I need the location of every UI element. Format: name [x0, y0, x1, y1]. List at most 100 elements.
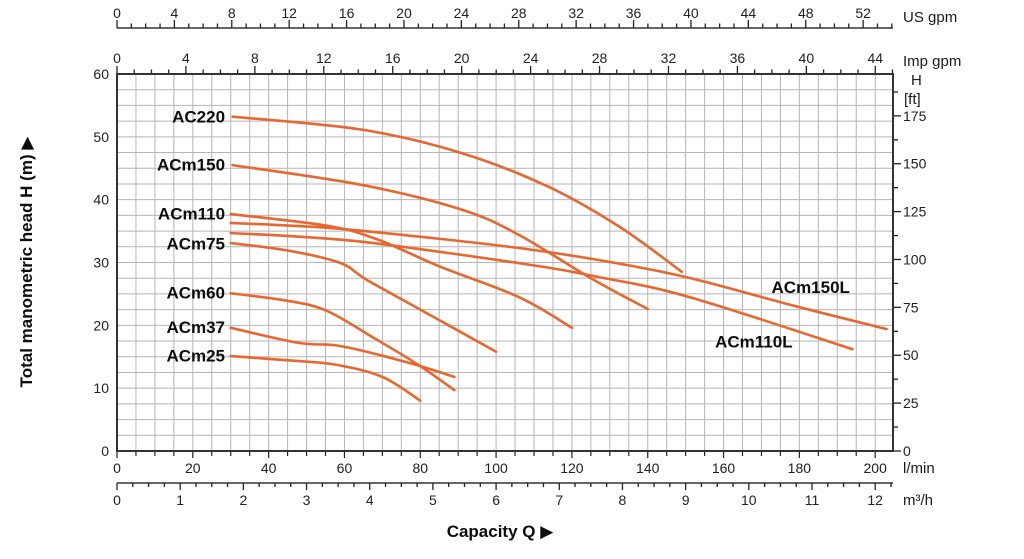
- m3h-ruler: 0 1 2 3 4 5 6 7 8 9 10 11 12: [113, 482, 893, 508]
- tick-label: 7: [555, 492, 563, 508]
- us-gpm-ruler: 0 4 8 12 16 20 24 28 32 36 40 44 48 52: [113, 5, 893, 29]
- tick-label: 100: [484, 460, 508, 476]
- tick-label: 12: [316, 50, 332, 66]
- curve-ACm75: [229, 241, 498, 353]
- tick-label: 20: [454, 50, 470, 66]
- curve-label-ACm110: ACm110: [158, 204, 225, 223]
- tick-label: 100: [903, 251, 927, 267]
- curve-ACm110: [229, 212, 574, 330]
- curve-ACm60: [229, 292, 456, 392]
- tick-label: 36: [626, 5, 642, 21]
- tick-label: 32: [568, 5, 584, 21]
- tick-label: 60: [337, 460, 353, 476]
- tick-label: 24: [454, 5, 470, 21]
- ft-axis: 0 25 50 75 100 125 150 175: [893, 91, 927, 459]
- tick-label: 6: [492, 492, 500, 508]
- curve-label-ACm37: ACm37: [166, 318, 225, 337]
- tick-label: 0: [113, 5, 121, 21]
- tick-label: 140: [636, 460, 660, 476]
- tick-label: 125: [903, 204, 927, 220]
- grid-lines: [117, 74, 893, 451]
- curve-label-ACm75: ACm75: [166, 235, 225, 254]
- tick-label: 20: [396, 5, 412, 21]
- tick-label: 200: [864, 460, 888, 476]
- tick-label: 10: [741, 492, 757, 508]
- tick-label: 75: [903, 299, 919, 315]
- curve-label-ACm150: ACm150: [157, 155, 225, 174]
- tick-label: 180: [788, 460, 812, 476]
- tick-label: 52: [855, 5, 871, 21]
- tick-label: 0: [903, 443, 911, 459]
- curve-ACm25: [229, 354, 422, 402]
- y-tick-label: 30: [93, 255, 109, 271]
- m3h-unit-label: m³/h: [903, 492, 933, 509]
- tick-label: 8: [228, 5, 236, 21]
- tick-label: 25: [903, 395, 919, 411]
- tick-label: 28: [511, 5, 527, 21]
- curve-labels: AC220 ACm150 ACm110 ACm75 ACm60 ACm37 ACm25 ACm…: [157, 108, 850, 366]
- lmin-unit-label: l/min: [903, 460, 935, 477]
- tick-label: 9: [682, 492, 690, 508]
- y-tick-label: 0: [101, 443, 109, 459]
- tick-label: 12: [867, 492, 883, 508]
- tick-label: 80: [412, 460, 428, 476]
- imp-gpm-unit-label: Imp gpm: [903, 53, 961, 70]
- tick-label: 160: [712, 460, 736, 476]
- curve-label-ACm110L: ACm110L: [715, 333, 792, 352]
- tick-label: 48: [798, 5, 814, 21]
- tick-label: 4: [182, 50, 190, 66]
- tick-label: 40: [799, 50, 815, 66]
- pump-curves: [229, 115, 888, 402]
- tick-label: 8: [619, 492, 627, 508]
- tick-label: 44: [867, 50, 883, 66]
- ft-axis-unit-label-h: H: [911, 72, 922, 89]
- tick-label: 0: [113, 460, 121, 476]
- tick-label: 5: [429, 492, 437, 508]
- y-axis-title: Total manometric head H (m) ▶: [17, 136, 36, 388]
- tick-label: 11: [805, 492, 820, 508]
- tick-label: 4: [366, 492, 374, 508]
- tick-label: 16: [339, 5, 355, 21]
- lmin-axis: 0 20 40 60 80 100 120 140 160 180 200 0 10 20 30 40 50 60: [93, 66, 887, 476]
- y-tick-label: 20: [93, 317, 109, 333]
- tick-label: 24: [523, 50, 539, 66]
- tick-label: 36: [730, 50, 746, 66]
- tick-label: 0: [113, 50, 121, 66]
- curve-label-ACm150L: ACm150L: [772, 278, 850, 297]
- curve-label-ACm60: ACm60: [166, 284, 225, 303]
- tick-label: 8: [251, 50, 259, 66]
- curve-ACm150: [231, 163, 649, 311]
- curve-ACm110L: [229, 231, 854, 351]
- curve-label-AC220: AC220: [172, 108, 225, 127]
- tick-label: 16: [385, 50, 401, 66]
- tick-label: 32: [661, 50, 677, 66]
- curve-label-ACm25: ACm25: [166, 346, 225, 365]
- y-tick-label: 40: [93, 192, 109, 208]
- tick-label: 40: [683, 5, 699, 21]
- tick-label: 44: [741, 5, 757, 21]
- y-tick-label: 60: [93, 66, 109, 82]
- tick-label: 120: [560, 460, 584, 476]
- tick-label: 28: [592, 50, 608, 66]
- x-axis-title: Capacity Q ▶: [447, 522, 555, 541]
- plot-border: [116, 73, 894, 452]
- tick-label: 3: [303, 492, 311, 508]
- tick-label: 4: [170, 5, 178, 21]
- imp-gpm-ruler: 0 4 8 12 16 20 24 28 32 36 40 44: [113, 50, 894, 74]
- us-gpm-unit-label: US gpm: [903, 9, 957, 26]
- tick-label: 1: [176, 492, 184, 508]
- tick-label: 175: [903, 108, 927, 124]
- curve-AC220: [231, 115, 684, 274]
- tick-label: 150: [903, 156, 927, 172]
- y-tick-label: 50: [93, 129, 109, 145]
- tick-label: 12: [281, 5, 297, 21]
- tick-label: 2: [239, 492, 247, 508]
- tick-label: 50: [903, 347, 919, 363]
- curve-ACm150L: [229, 221, 888, 331]
- ft-axis-unit-label-ft: [ft]: [904, 91, 921, 108]
- tick-label: 0: [113, 492, 121, 508]
- y-tick-label: 10: [93, 380, 109, 396]
- tick-label: 20: [185, 460, 201, 476]
